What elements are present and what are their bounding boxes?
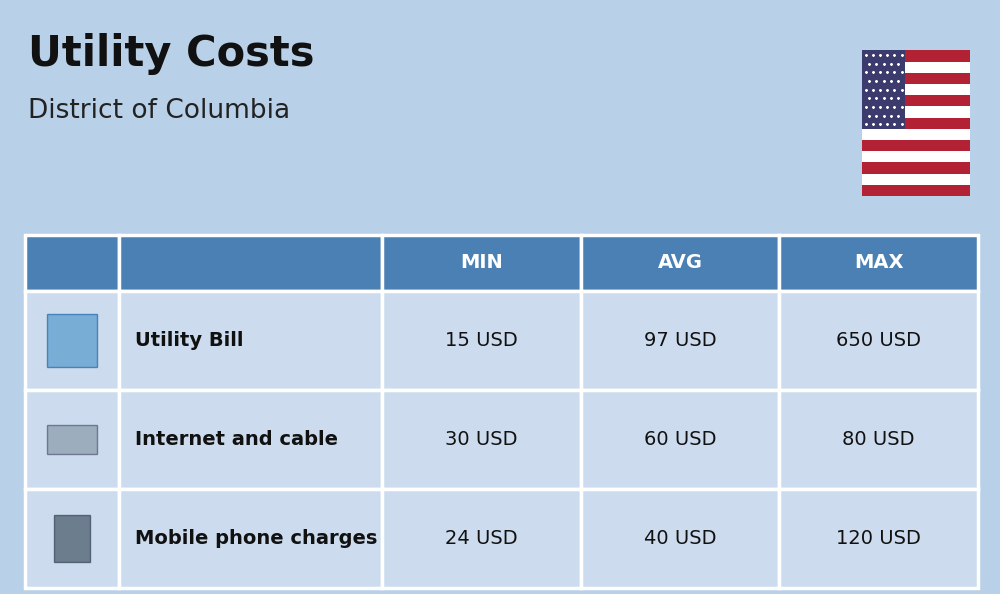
Text: Mobile phone charges: Mobile phone charges	[135, 529, 377, 548]
Text: 40 USD: 40 USD	[644, 529, 716, 548]
Bar	[382, 390, 581, 489]
Bar	[779, 489, 978, 588]
Bar	[25, 291, 119, 390]
Text: 30 USD: 30 USD	[445, 430, 518, 449]
Bar	[119, 489, 382, 588]
Bar	[47, 425, 97, 454]
Bar	[779, 390, 978, 489]
Bar	[862, 62, 970, 73]
Bar	[581, 235, 779, 291]
Text: Internet and cable: Internet and cable	[135, 430, 338, 449]
Text: 120 USD: 120 USD	[836, 529, 921, 548]
Bar	[862, 162, 970, 173]
Bar	[119, 390, 382, 489]
Bar	[25, 235, 119, 291]
Bar	[119, 291, 382, 390]
Bar	[862, 118, 970, 129]
Bar	[382, 291, 581, 390]
Text: 97 USD: 97 USD	[644, 331, 716, 350]
Text: 650 USD: 650 USD	[836, 331, 921, 350]
Bar	[54, 515, 90, 563]
Bar	[862, 185, 970, 196]
Bar	[382, 489, 581, 588]
Text: 60 USD: 60 USD	[644, 430, 716, 449]
Bar	[119, 235, 382, 291]
Bar	[47, 314, 97, 367]
Bar	[25, 390, 119, 489]
Bar	[779, 235, 978, 291]
Text: Utility Costs: Utility Costs	[28, 33, 314, 75]
Bar	[382, 235, 581, 291]
Bar	[862, 106, 970, 118]
Bar	[862, 151, 970, 162]
Bar	[862, 84, 970, 95]
Bar	[862, 73, 970, 84]
Text: Utility Bill: Utility Bill	[135, 331, 244, 350]
Text: MIN: MIN	[460, 254, 503, 272]
Bar	[862, 50, 970, 62]
Text: 80 USD: 80 USD	[842, 430, 915, 449]
Bar	[862, 140, 970, 151]
Bar	[581, 291, 779, 390]
Bar	[581, 489, 779, 588]
Bar	[779, 291, 978, 390]
Bar	[862, 129, 970, 140]
Bar	[862, 173, 970, 185]
Bar	[862, 95, 970, 106]
Bar	[25, 489, 119, 588]
Text: MAX: MAX	[854, 254, 903, 272]
Bar	[862, 50, 905, 129]
Bar	[581, 390, 779, 489]
Text: AVG: AVG	[658, 254, 703, 272]
Text: District of Columbia: District of Columbia	[28, 98, 290, 124]
Text: 24 USD: 24 USD	[445, 529, 518, 548]
Text: 15 USD: 15 USD	[445, 331, 518, 350]
